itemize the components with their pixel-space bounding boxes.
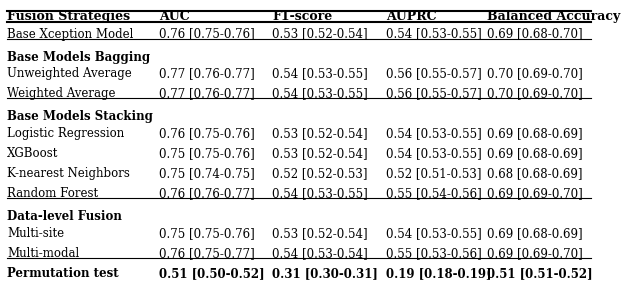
Text: F1-score: F1-score bbox=[273, 10, 333, 23]
Text: Fusion Strategies: Fusion Strategies bbox=[7, 10, 131, 23]
Text: K-nearest Neighbors: K-nearest Neighbors bbox=[7, 167, 130, 180]
Text: 0.55 [0.54-0.56]: 0.55 [0.54-0.56] bbox=[386, 187, 481, 200]
Text: Unweighted Average: Unweighted Average bbox=[7, 67, 132, 80]
Text: 0.69 [0.69-0.70]: 0.69 [0.69-0.70] bbox=[487, 187, 582, 200]
Text: Base Models Stacking: Base Models Stacking bbox=[7, 110, 153, 123]
Text: 0.54 [0.53-0.55]: 0.54 [0.53-0.55] bbox=[386, 127, 481, 140]
Text: 0.53 [0.52-0.54]: 0.53 [0.52-0.54] bbox=[273, 27, 368, 40]
Text: 0.75 [0.74-0.75]: 0.75 [0.74-0.75] bbox=[159, 167, 255, 180]
Text: AUPRC: AUPRC bbox=[386, 10, 436, 23]
Text: XGBoost: XGBoost bbox=[7, 147, 59, 160]
Text: 0.54 [0.53-0.55]: 0.54 [0.53-0.55] bbox=[386, 147, 481, 160]
Text: 0.53 [0.52-0.54]: 0.53 [0.52-0.54] bbox=[273, 127, 368, 140]
Text: Permutation test: Permutation test bbox=[7, 267, 119, 280]
Text: 0.31 [0.30-0.31]: 0.31 [0.30-0.31] bbox=[273, 267, 378, 280]
Text: 0.54 [0.53-0.55]: 0.54 [0.53-0.55] bbox=[273, 187, 368, 200]
Text: 0.51 [0.51-0.52]: 0.51 [0.51-0.52] bbox=[487, 267, 593, 280]
Text: 0.69 [0.68-0.69]: 0.69 [0.68-0.69] bbox=[487, 127, 582, 140]
Text: 0.69 [0.68-0.69]: 0.69 [0.68-0.69] bbox=[487, 227, 582, 240]
Text: 0.52 [0.52-0.53]: 0.52 [0.52-0.53] bbox=[273, 167, 368, 180]
Text: Base Xception Model: Base Xception Model bbox=[7, 27, 134, 40]
Text: 0.54 [0.53-0.55]: 0.54 [0.53-0.55] bbox=[386, 227, 481, 240]
Text: 0.54 [0.53-0.55]: 0.54 [0.53-0.55] bbox=[273, 67, 368, 80]
Text: Multi-site: Multi-site bbox=[7, 227, 65, 240]
Text: Base Models Bagging: Base Models Bagging bbox=[7, 50, 150, 63]
Text: 0.75 [0.75-0.76]: 0.75 [0.75-0.76] bbox=[159, 227, 255, 240]
Text: Data-level Fusion: Data-level Fusion bbox=[7, 210, 122, 223]
Text: 0.69 [0.68-0.69]: 0.69 [0.68-0.69] bbox=[487, 147, 582, 160]
Text: 0.70 [0.69-0.70]: 0.70 [0.69-0.70] bbox=[487, 87, 582, 100]
Text: 0.53 [0.52-0.54]: 0.53 [0.52-0.54] bbox=[273, 147, 368, 160]
Text: 0.75 [0.75-0.76]: 0.75 [0.75-0.76] bbox=[159, 147, 255, 160]
Text: 0.70 [0.69-0.70]: 0.70 [0.69-0.70] bbox=[487, 67, 582, 80]
Text: 0.52 [0.51-0.53]: 0.52 [0.51-0.53] bbox=[386, 167, 481, 180]
Text: 0.77 [0.76-0.77]: 0.77 [0.76-0.77] bbox=[159, 67, 255, 80]
Text: Random Forest: Random Forest bbox=[7, 187, 99, 200]
Text: 0.56 [0.55-0.57]: 0.56 [0.55-0.57] bbox=[386, 67, 481, 80]
Text: 0.53 [0.52-0.54]: 0.53 [0.52-0.54] bbox=[273, 227, 368, 240]
Text: 0.76 [0.75-0.77]: 0.76 [0.75-0.77] bbox=[159, 247, 255, 260]
Text: 0.76 [0.75-0.76]: 0.76 [0.75-0.76] bbox=[159, 127, 255, 140]
Text: 0.76 [0.76-0.77]: 0.76 [0.76-0.77] bbox=[159, 187, 255, 200]
Text: 0.56 [0.55-0.57]: 0.56 [0.55-0.57] bbox=[386, 87, 481, 100]
Text: 0.51 [0.50-0.52]: 0.51 [0.50-0.52] bbox=[159, 267, 265, 280]
Text: 0.54 [0.53-0.55]: 0.54 [0.53-0.55] bbox=[273, 87, 368, 100]
Text: Logistic Regression: Logistic Regression bbox=[7, 127, 125, 140]
Text: 0.19 [0.18-0.19]: 0.19 [0.18-0.19] bbox=[386, 267, 491, 280]
Text: 0.54 [0.53-0.55]: 0.54 [0.53-0.55] bbox=[386, 27, 481, 40]
Text: 0.68 [0.68-0.69]: 0.68 [0.68-0.69] bbox=[487, 167, 582, 180]
Text: 0.76 [0.75-0.76]: 0.76 [0.75-0.76] bbox=[159, 27, 255, 40]
Text: 0.55 [0.53-0.56]: 0.55 [0.53-0.56] bbox=[386, 247, 481, 260]
Text: 0.77 [0.76-0.77]: 0.77 [0.76-0.77] bbox=[159, 87, 255, 100]
Text: Balanced Accuracy: Balanced Accuracy bbox=[487, 10, 620, 23]
Text: Weighted Average: Weighted Average bbox=[7, 87, 116, 100]
Text: AUC: AUC bbox=[159, 10, 190, 23]
Text: Multi-modal: Multi-modal bbox=[7, 247, 79, 260]
Text: 0.54 [0.53-0.54]: 0.54 [0.53-0.54] bbox=[273, 247, 368, 260]
Text: 0.69 [0.69-0.70]: 0.69 [0.69-0.70] bbox=[487, 247, 582, 260]
Text: 0.69 [0.68-0.70]: 0.69 [0.68-0.70] bbox=[487, 27, 582, 40]
